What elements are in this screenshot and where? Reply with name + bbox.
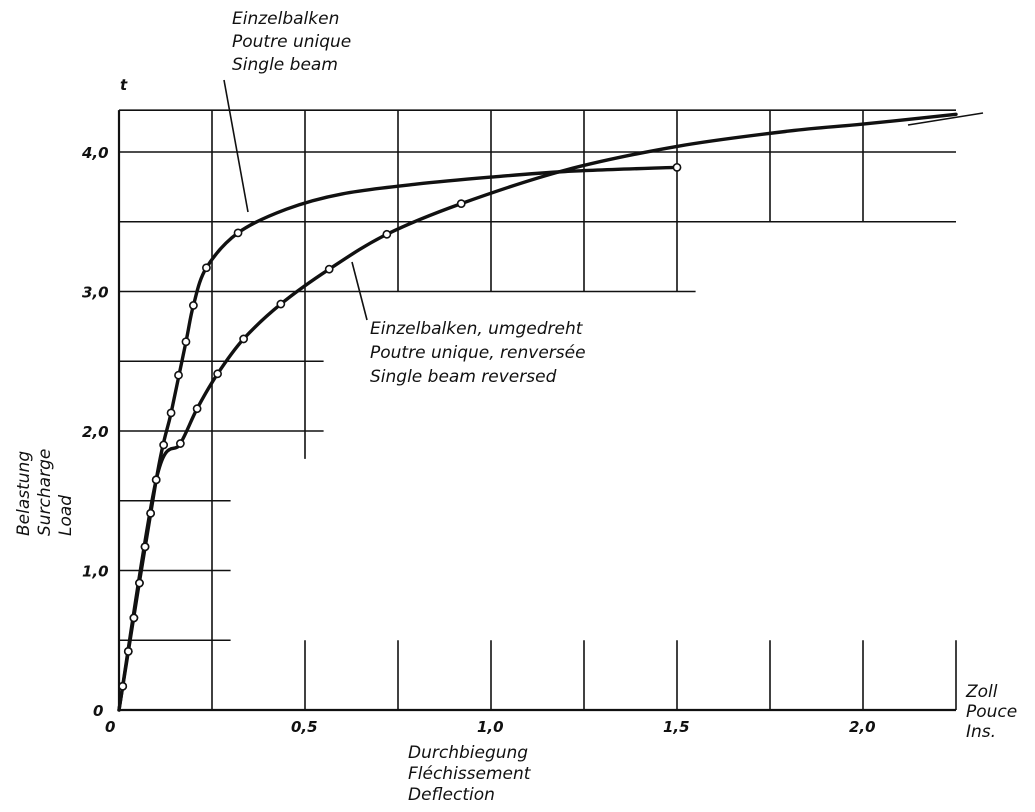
- y-axis-title-line: Surcharge: [35, 449, 55, 536]
- tick-labels: 0 0,5 1,0 1,5 2,0 0 1,0 2,0 3,0 4,0: [81, 144, 876, 736]
- y-axis-title-line: Load: [56, 495, 76, 536]
- data-point: [202, 263, 211, 273]
- series-label-line: Single beam: [232, 55, 338, 75]
- data-point: [123, 647, 133, 656]
- data-point: [213, 369, 222, 379]
- axes: [117, 109, 956, 712]
- series-label-single-beam-reversed: Einzelbalken, umgedreht Poutre unique, r…: [370, 319, 586, 387]
- data-point: [175, 439, 185, 448]
- data-point: [140, 542, 150, 552]
- data-point: [239, 334, 249, 344]
- curves: [117, 112, 958, 712]
- series-label-line: Einzelbalken: [232, 9, 339, 29]
- series-label-line: Poutre unique: [232, 32, 351, 52]
- data-point: [276, 299, 286, 309]
- data-point: [129, 613, 139, 623]
- data-point: [672, 162, 682, 172]
- data-point: [324, 264, 334, 274]
- data-point: [135, 578, 144, 588]
- series-label-line: Poutre unique, renversée: [370, 343, 586, 363]
- x-tick-label: 1,5: [663, 718, 690, 736]
- y-tick-label: 4,0: [81, 144, 109, 162]
- x-unit-label: Zoll Pouce Ins.: [965, 682, 1017, 742]
- data-point: [181, 337, 191, 347]
- x-unit-line: Ins.: [966, 722, 996, 742]
- x-unit-line: Pouce: [966, 702, 1017, 722]
- y-tick-label: 2,0: [82, 423, 109, 441]
- data-point: [166, 408, 176, 418]
- data-point: [118, 681, 128, 691]
- curve-extension-mark: [907, 112, 984, 126]
- data-point: [192, 404, 202, 414]
- data-point: [456, 199, 466, 209]
- x-axis-title-line: Deflection: [408, 785, 495, 805]
- grid-lines: [119, 110, 957, 710]
- x-axis-title: Durchbiegung Fléchissement Deflection: [408, 743, 532, 805]
- x-tick-label: 1,0: [477, 718, 504, 736]
- data-point: [233, 228, 243, 238]
- x-tick-label: 0: [105, 718, 115, 736]
- x-unit-line: Zoll: [965, 682, 998, 702]
- data-point: [382, 229, 392, 239]
- data-point: [188, 301, 198, 310]
- y-tick-label: 3,0: [82, 284, 109, 302]
- series-label-single-beam: Einzelbalken Poutre unique Single beam: [232, 9, 351, 75]
- leader-line-single-beam-reversed: [351, 261, 368, 321]
- data-point: [151, 475, 161, 485]
- series-label-line: Single beam reversed: [370, 367, 557, 387]
- leader-line-single-beam: [223, 79, 249, 213]
- series-label-line: Einzelbalken, umgedreht: [370, 319, 584, 339]
- data-points: [118, 162, 682, 691]
- y-unit-label: t: [120, 76, 128, 94]
- x-axis-title-line: Fléchissement: [408, 764, 532, 784]
- y-tick-label: 1,0: [82, 563, 109, 581]
- x-tick-label: 2,0: [849, 718, 876, 736]
- data-point: [159, 440, 169, 450]
- data-point: [174, 370, 183, 380]
- x-tick-label: 0,5: [291, 718, 318, 736]
- y-tick-label: 0: [93, 702, 103, 720]
- x-axis-title-line: Durchbiegung: [408, 743, 528, 763]
- series-line-single-beam-reversed: [117, 112, 958, 712]
- data-point: [146, 508, 156, 518]
- y-axis-title-line: Belastung: [14, 451, 34, 536]
- y-axis-title: Belastung Surcharge Load: [14, 449, 76, 536]
